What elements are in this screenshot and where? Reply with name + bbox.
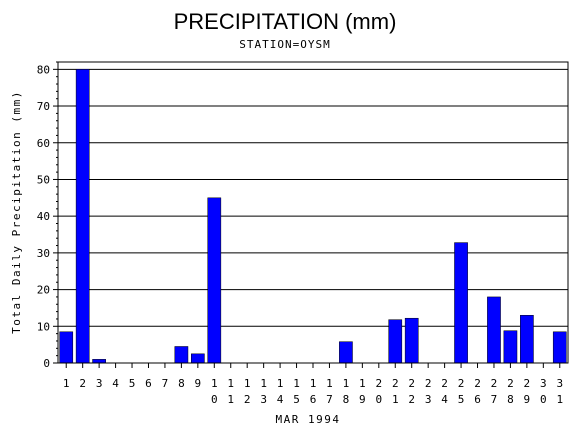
- x-tick-label: 8: [343, 393, 350, 406]
- x-tick-label: 2: [524, 377, 531, 390]
- x-tick-label: 0: [375, 393, 382, 406]
- x-tick-label: 8: [178, 377, 185, 390]
- x-tick-label: 5: [293, 393, 300, 406]
- x-tick-label: 1: [260, 377, 267, 390]
- x-tick-label: 1: [310, 377, 317, 390]
- x-tick-label: 9: [359, 393, 366, 406]
- bar-day-25: [454, 242, 468, 364]
- bar-day-3: [92, 359, 106, 364]
- x-tick-label: 1: [227, 393, 234, 406]
- y-axis: 0 10 20 30 40 50 60 70 80: [37, 61, 58, 370]
- x-tick-label: 7: [491, 393, 498, 406]
- x-axis: 1 2 3 4 5 6 7 8 9 1011121314151617181920212223242…: [63, 363, 563, 406]
- x-tick-label: 1: [392, 393, 399, 406]
- x-tick-label: 1: [293, 377, 300, 390]
- y-tick-label: 0: [43, 357, 50, 370]
- y-axis-label: Total Daily Precipitation (mm): [10, 90, 23, 334]
- x-tick-label: 1: [326, 377, 333, 390]
- bar-day-28: [503, 330, 518, 364]
- x-tick-label: 1: [359, 377, 366, 390]
- x-tick-label: 2: [79, 377, 86, 390]
- x-tick-label: 0: [211, 393, 218, 406]
- x-tick-label: 4: [277, 393, 284, 406]
- bar-day-27: [487, 296, 501, 364]
- bars: [59, 69, 567, 364]
- x-tick-label: 6: [145, 377, 152, 390]
- y-tick-label: 30: [37, 247, 50, 260]
- x-tick-label: 1: [244, 377, 251, 390]
- x-tick-label: 4: [441, 393, 448, 406]
- x-tick-label: 5: [458, 393, 465, 406]
- x-tick-label: 2: [244, 393, 251, 406]
- y-tick-label: 50: [37, 173, 50, 186]
- x-tick-label: 2: [474, 377, 481, 390]
- y-tick-label: 20: [37, 284, 50, 297]
- x-tick-label: 2: [408, 393, 415, 406]
- x-tick-label: 3: [425, 393, 432, 406]
- x-tick-label: 6: [474, 393, 481, 406]
- y-tick-label: 60: [37, 137, 50, 150]
- chart-title: PRECIPITATION (mm): [174, 9, 397, 34]
- x-tick-label: 0: [540, 393, 547, 406]
- bar-day-1: [59, 331, 74, 364]
- x-tick-label: 5: [129, 377, 136, 390]
- x-tick-label: 9: [524, 393, 531, 406]
- x-tick-label: 3: [556, 377, 563, 390]
- chart-subtitle: STATION=OYSM: [239, 38, 330, 51]
- x-tick-label: 1: [556, 393, 563, 406]
- x-tick-label: 3: [540, 377, 547, 390]
- y-tick-label: 10: [37, 320, 50, 333]
- x-tick-label: 2: [408, 377, 415, 390]
- bar-day-18: [339, 341, 353, 364]
- x-tick-label: 1: [211, 377, 218, 390]
- y-tick-label: 40: [37, 210, 50, 223]
- x-tick-label: 2: [491, 377, 498, 390]
- x-tick-label: 2: [392, 377, 399, 390]
- bar-day-8: [174, 346, 189, 364]
- x-tick-label: 4: [112, 377, 119, 390]
- x-tick-label: 1: [343, 377, 350, 390]
- x-tick-label: 7: [326, 393, 333, 406]
- bar-day-10: [207, 197, 222, 364]
- x-tick-label: 6: [310, 393, 317, 406]
- y-tick-label: 70: [37, 100, 50, 113]
- x-tick-label: 3: [260, 393, 267, 406]
- bar-day-22: [404, 317, 419, 364]
- x-tick-label: 1: [277, 377, 284, 390]
- x-tick-label: 9: [195, 377, 202, 390]
- bar-day-2: [75, 69, 90, 364]
- x-axis-label: MAR 1994: [276, 413, 341, 426]
- x-tick-label: 1: [227, 377, 234, 390]
- x-tick-label: 7: [162, 377, 169, 390]
- x-tick-label: 3: [96, 377, 103, 390]
- x-tick-label: 8: [507, 393, 514, 406]
- x-tick-label: 2: [375, 377, 382, 390]
- bar-day-21: [388, 319, 403, 364]
- gridlines: [58, 68, 568, 327]
- bar-day-29: [520, 315, 534, 364]
- bar-day-9: [191, 353, 205, 364]
- x-tick-label: 2: [458, 377, 465, 390]
- x-tick-label: 1: [63, 377, 70, 390]
- y-tick-label: 80: [37, 63, 50, 76]
- bar-day-31: [552, 331, 567, 364]
- plot-frame: [57, 61, 569, 364]
- x-tick-label: 2: [425, 377, 432, 390]
- x-tick-label: 2: [507, 377, 514, 390]
- x-tick-label: 2: [441, 377, 448, 390]
